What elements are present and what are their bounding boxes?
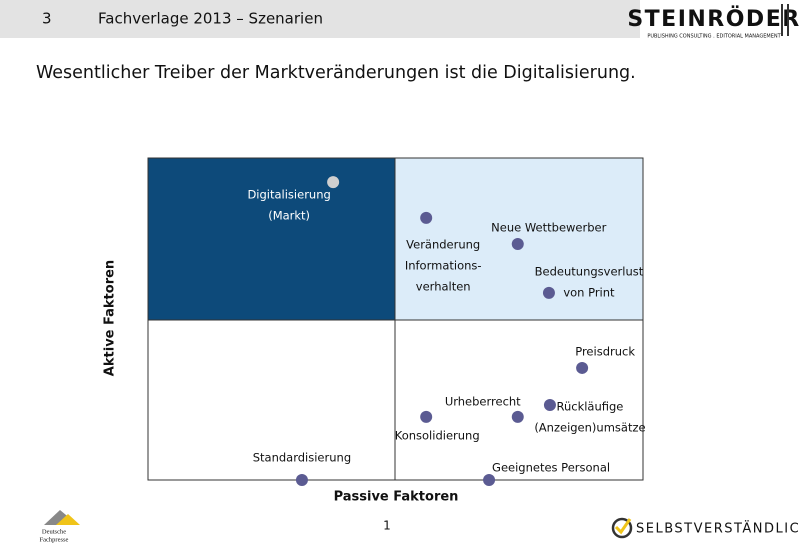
point xyxy=(483,474,496,486)
quadrant-high-active xyxy=(148,158,395,320)
point-label: Preisdruck xyxy=(575,344,635,358)
x-axis-label: Passive Faktoren xyxy=(334,490,459,505)
page-number: 1 xyxy=(383,519,391,533)
check-icon xyxy=(611,517,633,539)
point-label: Veränderung xyxy=(406,237,480,251)
point-label: Digitalisierung xyxy=(247,188,330,202)
logo: STEINRÖDER xyxy=(627,6,800,32)
point-label: Geeignetes Personal xyxy=(492,461,610,475)
point xyxy=(420,410,433,423)
point xyxy=(295,474,308,486)
point-label: Urheberrecht xyxy=(445,394,521,408)
section-title: Fachverlage 2013 – Szenarien xyxy=(98,10,323,28)
header-bar xyxy=(0,0,640,38)
point xyxy=(420,211,433,224)
slide-title: Wesentlicher Treiber der Marktveränderun… xyxy=(36,63,636,83)
partner-name: Deutsche xyxy=(42,528,66,535)
point xyxy=(542,286,555,299)
point-label: Informations- xyxy=(405,258,482,272)
point xyxy=(511,237,524,250)
check-icon xyxy=(614,518,632,535)
page-label: 3 xyxy=(42,10,52,28)
y-axis-label: Aktive Faktoren xyxy=(103,260,118,376)
point-label: (Anzeigen)umsätze xyxy=(534,420,645,434)
partner-icon xyxy=(56,514,80,525)
points: Digitalisierung (Markt) Veränderung Informa… xyxy=(247,176,646,486)
point-label: Neue Wettbewerber xyxy=(491,220,606,234)
point-label: Bedeutungsverlust xyxy=(535,264,644,278)
point-label: (Markt) xyxy=(268,209,310,223)
point-label: von Print xyxy=(563,285,615,299)
point xyxy=(511,410,524,423)
logo-subtitle: PUBLISHING CONSULTING . EDITORIAL MANAGE… xyxy=(647,34,781,40)
point-label: verhalten xyxy=(416,279,471,293)
claim: SELBSTVERSTÄNDLICH xyxy=(636,521,800,537)
point xyxy=(543,398,556,411)
point xyxy=(327,176,340,189)
point-label: Konsolidierung xyxy=(395,428,480,442)
point-label: Rückläufige xyxy=(556,399,623,413)
point-label: Standardisierung xyxy=(253,451,351,465)
point xyxy=(576,361,589,374)
partner-name: Fachpresse xyxy=(40,536,69,543)
